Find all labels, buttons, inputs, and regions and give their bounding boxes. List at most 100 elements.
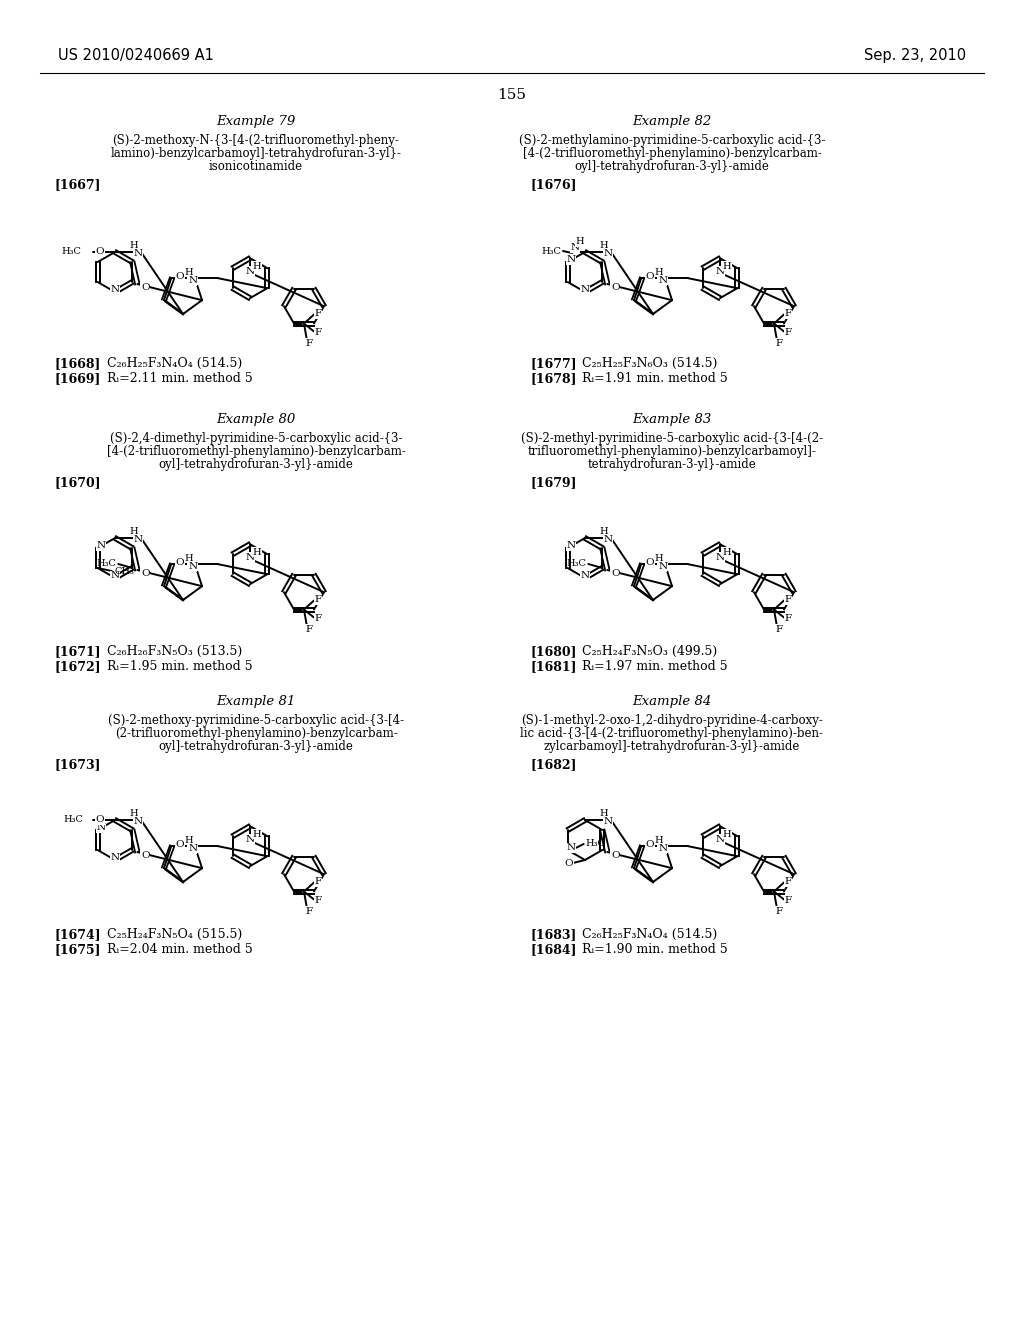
Text: F: F bbox=[784, 309, 792, 318]
Text: F: F bbox=[305, 624, 312, 634]
Text: Rᵢ=1.95 min. method 5: Rᵢ=1.95 min. method 5 bbox=[106, 660, 253, 673]
Text: H₃C: H₃C bbox=[63, 814, 83, 824]
Text: H: H bbox=[575, 238, 585, 247]
Text: [1679]: [1679] bbox=[530, 477, 577, 488]
Text: CH₃: CH₃ bbox=[115, 568, 134, 577]
Text: N: N bbox=[246, 267, 255, 276]
Text: O: O bbox=[564, 859, 573, 869]
Text: N: N bbox=[581, 572, 590, 581]
Text: H: H bbox=[654, 553, 664, 562]
Text: Example 83: Example 83 bbox=[633, 413, 712, 426]
Text: (S)-2-methyl-pyrimidine-5-carboxylic acid-{3-[4-(2-: (S)-2-methyl-pyrimidine-5-carboxylic aci… bbox=[521, 432, 823, 445]
Text: Rᵢ=2.04 min. method 5: Rᵢ=2.04 min. method 5 bbox=[106, 942, 253, 956]
Text: H: H bbox=[600, 809, 608, 818]
Text: O: O bbox=[187, 276, 196, 285]
Text: isonicotinamide: isonicotinamide bbox=[209, 160, 303, 173]
Text: H: H bbox=[253, 830, 261, 838]
Text: C₂₆H₂₆F₃N₅O₃ (513.5): C₂₆H₂₆F₃N₅O₃ (513.5) bbox=[106, 645, 243, 657]
Text: N: N bbox=[716, 834, 725, 843]
Text: H: H bbox=[253, 548, 261, 557]
Text: (S)-2-methylamino-pyrimidine-5-carboxylic acid-{3-: (S)-2-methylamino-pyrimidine-5-carboxyli… bbox=[519, 135, 825, 147]
Text: F: F bbox=[314, 614, 322, 623]
Text: H: H bbox=[723, 548, 731, 557]
Text: (S)-2-methoxy-N-{3-[4-(2-trifluoromethyl-pheny-: (S)-2-methoxy-N-{3-[4-(2-trifluoromethyl… bbox=[113, 135, 399, 147]
Text: trifluoromethyl-phenylamino)-benzylcarbamoyl]-: trifluoromethyl-phenylamino)-benzylcarba… bbox=[527, 445, 816, 458]
Text: O: O bbox=[141, 282, 150, 292]
Text: 155: 155 bbox=[498, 88, 526, 102]
Text: Sep. 23, 2010: Sep. 23, 2010 bbox=[864, 48, 966, 63]
Text: [1674]: [1674] bbox=[55, 928, 101, 941]
Text: Example 79: Example 79 bbox=[216, 115, 296, 128]
Text: O: O bbox=[611, 569, 620, 578]
Text: O: O bbox=[657, 276, 666, 285]
Text: F: F bbox=[314, 309, 322, 318]
Text: C₂₆H₂₅F₃N₄O₄ (514.5): C₂₆H₂₅F₃N₄O₄ (514.5) bbox=[582, 928, 717, 941]
Text: N: N bbox=[603, 536, 612, 544]
Text: H: H bbox=[184, 836, 194, 845]
Text: N: N bbox=[111, 285, 120, 294]
Text: N: N bbox=[566, 541, 575, 550]
Text: N: N bbox=[658, 562, 668, 570]
Text: C₂₆H₂₅F₃N₄O₄ (514.5): C₂₆H₂₅F₃N₄O₄ (514.5) bbox=[106, 356, 243, 370]
Text: H: H bbox=[253, 261, 261, 271]
Text: O: O bbox=[187, 562, 196, 572]
Text: H₃C: H₃C bbox=[566, 560, 587, 569]
Text: N: N bbox=[603, 249, 612, 259]
Text: H: H bbox=[184, 553, 194, 562]
Text: Example 81: Example 81 bbox=[216, 696, 296, 708]
Text: F: F bbox=[775, 624, 782, 634]
Text: F: F bbox=[305, 907, 312, 916]
Text: N: N bbox=[188, 276, 198, 285]
Text: N: N bbox=[246, 834, 255, 843]
Text: F: F bbox=[784, 876, 792, 886]
Text: N: N bbox=[603, 817, 612, 826]
Text: N: N bbox=[246, 553, 255, 562]
Text: F: F bbox=[775, 339, 782, 348]
Text: O: O bbox=[646, 840, 654, 849]
Text: [1670]: [1670] bbox=[55, 477, 101, 488]
Text: [1684]: [1684] bbox=[530, 942, 577, 956]
Text: O: O bbox=[141, 569, 150, 578]
Text: H: H bbox=[600, 528, 608, 536]
Text: O: O bbox=[611, 850, 620, 859]
Text: H: H bbox=[130, 242, 138, 251]
Text: Rᵢ=1.91 min. method 5: Rᵢ=1.91 min. method 5 bbox=[582, 372, 728, 385]
Text: N: N bbox=[111, 854, 120, 862]
Text: F: F bbox=[305, 339, 312, 348]
Text: N: N bbox=[566, 256, 575, 264]
Text: [1675]: [1675] bbox=[55, 942, 101, 956]
Text: O: O bbox=[646, 272, 654, 281]
Text: N: N bbox=[133, 536, 142, 544]
Text: N: N bbox=[716, 553, 725, 562]
Text: oyl]-tetrahydrofuran-3-yl}-amide: oyl]-tetrahydrofuran-3-yl}-amide bbox=[159, 741, 353, 752]
Text: oyl]-tetrahydrofuran-3-yl}-amide: oyl]-tetrahydrofuran-3-yl}-amide bbox=[574, 160, 769, 173]
Text: H₃C: H₃C bbox=[586, 840, 605, 849]
Text: lamino)-benzylcarbamoyl]-tetrahydrofuran-3-yl}-: lamino)-benzylcarbamoyl]-tetrahydrofuran… bbox=[111, 147, 401, 160]
Text: O: O bbox=[95, 816, 104, 825]
Text: H₃C: H₃C bbox=[541, 247, 561, 256]
Text: H: H bbox=[184, 268, 194, 277]
Text: [1667]: [1667] bbox=[55, 178, 101, 191]
Text: [1671]: [1671] bbox=[55, 645, 101, 657]
Text: F: F bbox=[314, 896, 322, 906]
Text: Rᵢ=1.97 min. method 5: Rᵢ=1.97 min. method 5 bbox=[582, 660, 728, 673]
Text: N: N bbox=[716, 267, 725, 276]
Text: Example 80: Example 80 bbox=[216, 413, 296, 426]
Text: [1668]: [1668] bbox=[55, 356, 101, 370]
Text: F: F bbox=[314, 327, 322, 337]
Text: [1680]: [1680] bbox=[530, 645, 577, 657]
Text: zylcarbamoyl]-tetrahydrofuran-3-yl}-amide: zylcarbamoyl]-tetrahydrofuran-3-yl}-amid… bbox=[544, 741, 800, 752]
Text: F: F bbox=[784, 327, 792, 337]
Text: US 2010/0240669 A1: US 2010/0240669 A1 bbox=[58, 48, 214, 63]
Text: H₃C: H₃C bbox=[96, 560, 117, 569]
Text: F: F bbox=[314, 876, 322, 886]
Text: lic acid-{3-[4-(2-trifluoromethyl-phenylamino)-ben-: lic acid-{3-[4-(2-trifluoromethyl-phenyl… bbox=[520, 727, 823, 741]
Text: N: N bbox=[133, 817, 142, 826]
Text: N: N bbox=[581, 285, 590, 294]
Text: (S)-2,4-dimethyl-pyrimidine-5-carboxylic acid-{3-: (S)-2,4-dimethyl-pyrimidine-5-carboxylic… bbox=[110, 432, 402, 445]
Text: [1676]: [1676] bbox=[530, 178, 577, 191]
Text: N: N bbox=[111, 572, 120, 581]
Text: O: O bbox=[176, 557, 184, 566]
Text: [1672]: [1672] bbox=[55, 660, 101, 673]
Text: [4-(2-trifluoromethyl-phenylamino)-benzylcarbam-: [4-(2-trifluoromethyl-phenylamino)-benzy… bbox=[522, 147, 821, 160]
